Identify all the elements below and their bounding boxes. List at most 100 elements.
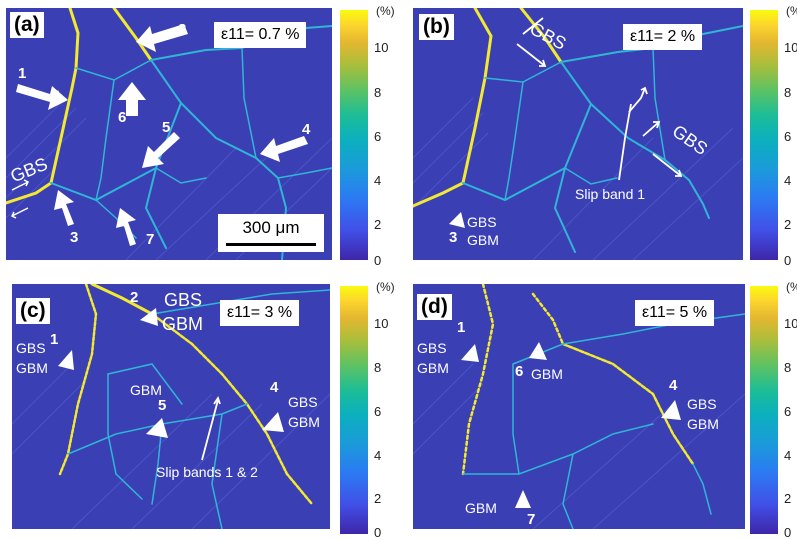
panel-label-a: (a) [10, 12, 44, 38]
arrowhead-4 [262, 412, 284, 432]
colorbar-tick: 8 [374, 85, 382, 100]
annotation-c-1: 1 [50, 331, 59, 348]
colorbar-tick: 0 [784, 253, 792, 268]
colorbar-gradient [340, 286, 368, 534]
colorbar-unit: (%) [376, 4, 395, 18]
arrow-3 [54, 190, 74, 226]
annotation-c-gbm-top: GBM [162, 314, 204, 334]
strain-value-c: ε11= 3 % [220, 300, 300, 326]
colorbar-tick: 10 [374, 40, 389, 55]
colorbar-tick: 4 [374, 173, 382, 188]
panel-label-d: (d) [417, 294, 452, 320]
annotation-b-gbm: GBM [467, 232, 499, 248]
strain-value-d: ε11= 5 % [635, 300, 715, 326]
colorbar-tick: 4 [784, 448, 792, 463]
colorbar-tick: 8 [374, 360, 382, 375]
colorbar-tick: 8 [784, 85, 792, 100]
colorbar-tick: 6 [374, 404, 382, 419]
colorbar-tick: 2 [374, 217, 382, 232]
colorbar-tick: 6 [374, 129, 382, 144]
panel-b: (b) ε11= 2 % GBS GBS Slip band 1 3 GBS G… [405, 0, 797, 268]
arrow-7 [116, 208, 136, 246]
colorbar-tick: 0 [784, 525, 792, 540]
grain-boundary-overlay-c [12, 284, 330, 529]
grain-boundary-overlay-b [413, 8, 743, 260]
strain-map-c: (c) ε11= 3 % 2 GBS GBM 1 GBS GBM GBM 5 4… [12, 284, 330, 529]
colorbar-unit: (%) [786, 4, 797, 18]
arrowhead-1 [58, 350, 74, 370]
annotation-c-5: 5 [158, 397, 167, 414]
annotation-b-3: 3 [449, 229, 458, 246]
arrow-overlay-a [10, 24, 308, 246]
grain-boundary-overlay-d [413, 284, 745, 529]
annotation-a-7: 7 [146, 231, 155, 248]
annotation-c-gbm-left: GBM [16, 360, 48, 376]
annotation-d-4: 4 [669, 377, 678, 394]
annotation-d-gbm-6: GBM [531, 366, 563, 382]
colorbar-tick: 10 [784, 316, 797, 331]
colorbar-tick: 10 [784, 40, 797, 55]
annotation-a-6: 6 [118, 109, 127, 126]
annotation-c-slip-bands: Slip bands 1 & 2 [156, 464, 258, 480]
arrow-4 [260, 136, 308, 162]
annotation-c-2: 2 [130, 289, 139, 306]
arrowhead-6 [529, 342, 547, 360]
colorbar-tick: 6 [784, 404, 792, 419]
annotation-a-4: 4 [302, 121, 311, 138]
arrow-1 [16, 84, 68, 110]
annotation-a-5: 5 [162, 119, 171, 136]
annotation-d-gbm-7: GBM [465, 500, 497, 516]
arrowhead-4 [661, 400, 681, 420]
annotation-a-3: 3 [70, 229, 79, 246]
colorbar-tick: 0 [374, 253, 382, 268]
annotation-d-gbs-left: GBS [417, 340, 447, 356]
colorbar-tick: 6 [784, 129, 792, 144]
annotation-d-gbs-right: GBS [687, 396, 717, 412]
panel-label-b: (b) [419, 14, 454, 40]
strain-value-b: ε11= 2 % [623, 24, 703, 50]
arrowhead-5 [146, 418, 168, 438]
colorbar-tick: 0 [374, 525, 382, 540]
colorbar-tick: 2 [784, 217, 792, 232]
arrow-2 [136, 24, 188, 52]
annotation-c-gbs-right: GBS [288, 394, 318, 410]
annotation-b-slip-band: Slip band 1 [575, 186, 646, 202]
colorbar-gradient [340, 10, 368, 260]
annotation-c-gbs-left: GBS [16, 340, 46, 356]
colorbar-gradient [750, 286, 778, 534]
panel-d: (d) ε11= 5 % 1 GBS GBM 6 GBM 4 GBS GBM G… [405, 276, 797, 540]
colorbar-tick: 4 [784, 173, 792, 188]
arrowhead-2 [140, 308, 158, 326]
arrowhead-1 [461, 344, 479, 362]
scale-bar: 300 μm [218, 214, 324, 252]
arrowhead-3 [449, 212, 465, 228]
colorbar-unit: (%) [786, 280, 797, 294]
colorbar-gradient [750, 10, 778, 260]
panel-label-c: (c) [16, 298, 50, 324]
panel-a: (a) ε11= 0.7 % 1 2 6 5 4 3 7 GBS 300 μm … [0, 0, 395, 268]
annotation-a-2: 2 [178, 21, 187, 38]
strain-map-a: (a) ε11= 0.7 % 1 2 6 5 4 3 7 GBS 300 μm [6, 8, 332, 260]
annotation-c-4: 4 [270, 379, 279, 396]
annotation-d-gbm-right: GBM [687, 416, 719, 432]
colorbar-tick: 4 [374, 448, 382, 463]
annotation-d-1: 1 [457, 319, 466, 336]
panel-c: (c) ε11= 3 % 2 GBS GBM 1 GBS GBM GBM 5 4… [0, 276, 395, 540]
strain-value-a: ε11= 0.7 % [214, 22, 307, 48]
annotation-d-6: 6 [515, 363, 524, 380]
colorbar-tick: 2 [374, 491, 382, 506]
scale-bar-line [226, 243, 316, 246]
colorbar-tick: 8 [784, 360, 792, 375]
annotation-a-1: 1 [18, 65, 27, 82]
colorbar-tick: 10 [374, 316, 389, 331]
annotation-d-gbm-left: GBM [417, 360, 449, 376]
scale-bar-label: 300 μm [242, 218, 300, 237]
annotation-c-gbm-mid: GBM [130, 382, 162, 398]
colorbar-tick: 2 [784, 491, 792, 506]
arrow-6 [118, 82, 146, 116]
arrowhead-7 [515, 490, 531, 508]
annotation-b-gbs: GBS [467, 214, 497, 230]
annotation-d-7: 7 [527, 511, 536, 528]
colorbar-unit: (%) [376, 280, 395, 294]
strain-map-d: (d) ε11= 5 % 1 GBS GBM 6 GBM 4 GBS GBM G… [413, 284, 745, 529]
